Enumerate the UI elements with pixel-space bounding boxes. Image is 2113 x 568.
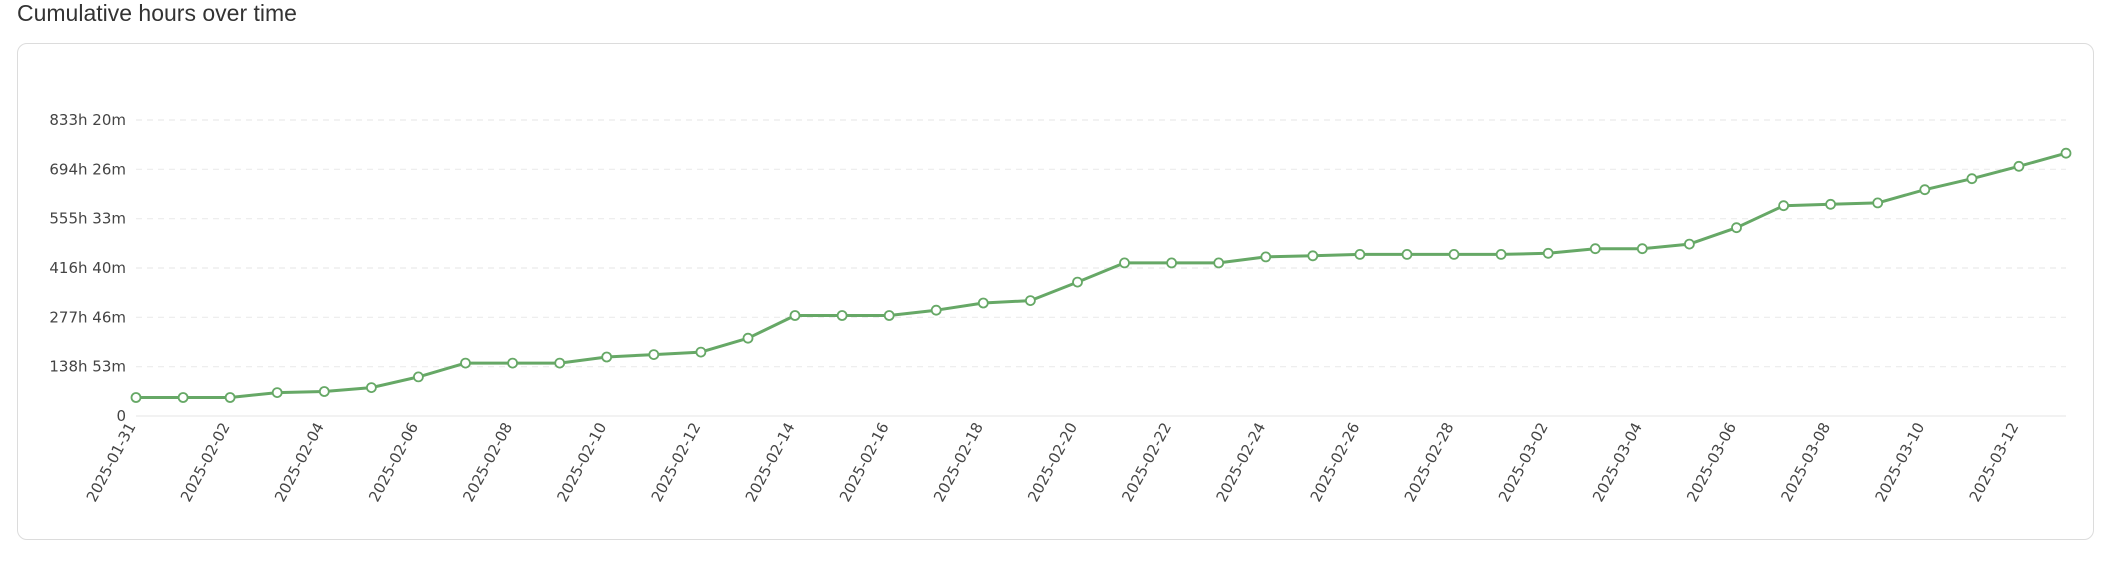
x-tick-label: 2025-01-31 — [83, 419, 140, 504]
x-tick-label: 2025-02-18 — [930, 419, 987, 504]
y-tick-label: 694h 26m — [49, 160, 126, 178]
x-tick-label: 2025-03-10 — [1871, 419, 1928, 504]
y-tick-label: 416h 40m — [49, 259, 126, 277]
data-point[interactable] — [1119, 257, 1130, 269]
x-tick-label: 2025-02-22 — [1118, 419, 1175, 504]
data-point[interactable] — [460, 357, 471, 369]
x-tick-label: 2025-02-26 — [1307, 419, 1364, 504]
data-point[interactable] — [836, 310, 848, 321]
data-point[interactable] — [130, 392, 142, 403]
x-tick-label: 2025-03-06 — [1683, 419, 1740, 504]
data-point[interactable] — [1636, 243, 1648, 255]
data-point[interactable] — [224, 392, 236, 403]
y-tick-label: 138h 53m — [49, 358, 126, 376]
x-tick-label: 2025-02-02 — [177, 419, 234, 504]
data-point[interactable] — [601, 351, 613, 363]
x-tick-label: 2025-02-12 — [648, 419, 705, 504]
data-point[interactable] — [412, 371, 424, 383]
x-tick-label: 2025-02-04 — [271, 419, 328, 504]
x-tick-label: 2025-02-08 — [459, 419, 516, 504]
data-point[interactable] — [1872, 197, 1884, 209]
x-tick-label: 2025-02-14 — [742, 419, 799, 504]
data-point[interactable] — [365, 382, 377, 394]
x-tick-label: 2025-02-06 — [365, 419, 422, 504]
data-point[interactable] — [2013, 160, 2025, 172]
data-point[interactable] — [1354, 248, 1366, 260]
x-tick-label: 2025-03-12 — [1966, 419, 2023, 504]
data-point[interactable] — [1589, 243, 1601, 255]
data-point[interactable] — [1919, 184, 1931, 196]
data-point[interactable] — [1401, 248, 1413, 260]
x-tick-label: 2025-02-16 — [836, 419, 893, 504]
data-point[interactable] — [177, 392, 189, 403]
data-point[interactable] — [930, 304, 942, 316]
data-point[interactable] — [1542, 247, 1554, 259]
data-point[interactable] — [1307, 250, 1319, 262]
x-tick-label: 2025-02-20 — [1024, 419, 1081, 504]
data-point[interactable] — [1166, 257, 1177, 269]
data-point[interactable] — [1495, 248, 1507, 260]
y-axis: 0 138h 53m 277h 46m 416h 40m 555h 33m 694h 26… — [49, 111, 126, 425]
y-tick-label: 277h 46m — [49, 308, 126, 326]
data-point[interactable] — [1731, 222, 1742, 234]
data-point[interactable] — [507, 357, 518, 369]
data-point[interactable] — [883, 310, 895, 321]
data-point[interactable] — [1825, 198, 1836, 210]
data-point[interactable] — [742, 332, 754, 344]
chart-title: Cumulative hours over time — [17, 0, 297, 26]
data-point[interactable] — [1025, 295, 1036, 307]
x-tick-label: 2025-03-08 — [1777, 419, 1834, 504]
y-tick-label: 833h 20m — [49, 111, 126, 129]
data-point[interactable] — [1684, 238, 1695, 250]
x-tick-label: 2025-02-28 — [1401, 419, 1458, 504]
x-tick-label: 2025-03-02 — [1495, 419, 1552, 504]
data-point[interactable] — [1072, 276, 1083, 288]
data-point[interactable] — [789, 310, 801, 321]
data-point[interactable] — [977, 297, 989, 309]
x-tick-label: 2025-02-10 — [553, 419, 610, 504]
data-point[interactable] — [1260, 251, 1272, 263]
data-point[interactable] — [271, 387, 283, 399]
series-line — [136, 151, 2067, 399]
x-axis: 2025-01-31 2025-02-02 2025-02-04 2025-02-06… — [83, 419, 2023, 504]
y-tick-label: 0 — [116, 407, 126, 425]
data-point[interactable] — [1966, 173, 1978, 185]
data-point[interactable] — [1213, 257, 1225, 269]
data-point[interactable] — [1778, 200, 1789, 212]
grid-lines — [136, 119, 2066, 417]
data-point[interactable] — [695, 346, 707, 358]
x-tick-label: 2025-02-24 — [1212, 419, 1269, 504]
data-point[interactable] — [2060, 147, 2072, 159]
data-point[interactable] — [648, 349, 660, 361]
y-tick-label: 555h 33m — [49, 210, 126, 228]
series-layer — [130, 147, 2072, 403]
data-point[interactable] — [318, 386, 330, 397]
data-point[interactable] — [554, 357, 566, 369]
data-point[interactable] — [1448, 248, 1460, 260]
x-tick-label: 2025-03-04 — [1589, 419, 1646, 504]
